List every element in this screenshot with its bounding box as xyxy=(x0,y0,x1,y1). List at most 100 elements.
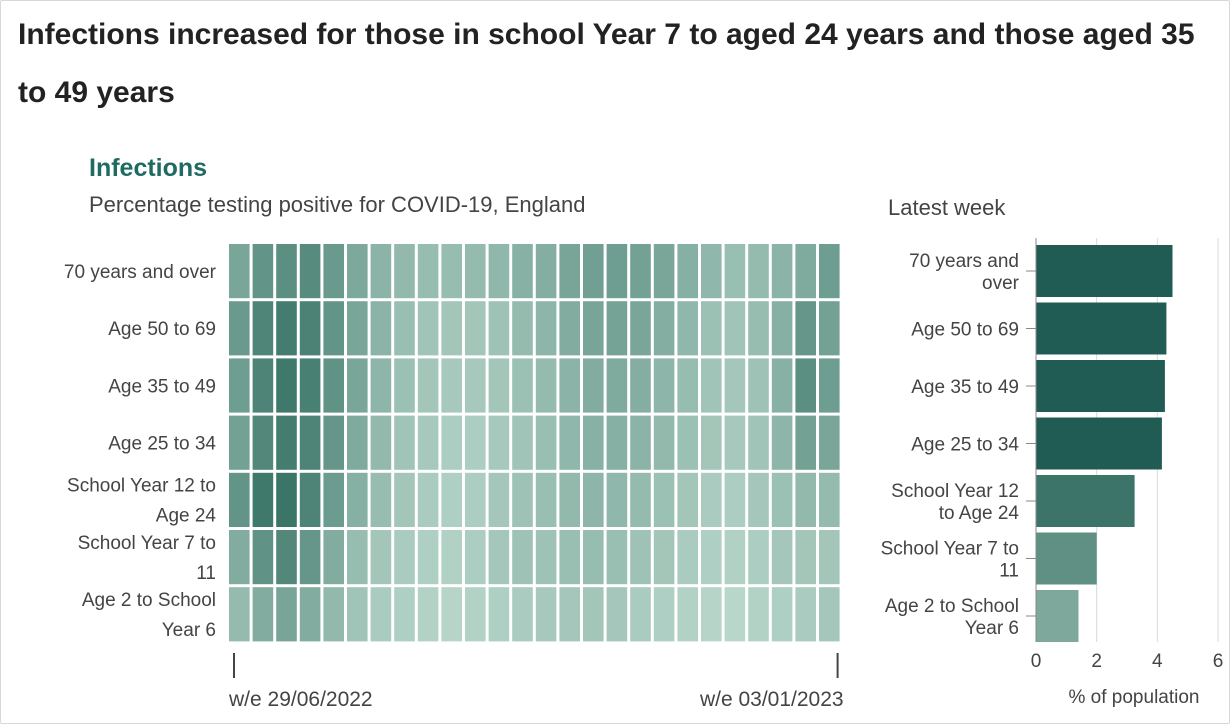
heatmap-cell xyxy=(653,244,675,299)
heatmap-cell xyxy=(748,244,769,299)
heatmap-cell xyxy=(370,358,392,413)
heatmap-cell xyxy=(276,301,297,356)
heatmap-cell xyxy=(347,244,368,299)
heatmap-cell xyxy=(559,587,580,642)
heatmap-cell xyxy=(229,301,250,356)
x-start-label: w/e 29/06/2022 xyxy=(228,688,373,711)
heatmap-cell xyxy=(394,244,415,299)
heatmap-cell xyxy=(771,472,793,527)
heatmap-cell xyxy=(583,587,604,642)
heatmap-cell xyxy=(701,472,722,527)
heatmap-row-label: School Year 7 to 11 xyxy=(78,533,216,584)
heatmap-cell xyxy=(512,530,533,585)
heatmap-cell xyxy=(606,415,628,470)
heatmap-cell xyxy=(819,415,840,470)
heatmap-cell xyxy=(465,358,486,413)
heatmap-cell xyxy=(394,530,415,585)
bar-category-label: Age 50 to 69 xyxy=(911,319,1019,340)
heatmap-cell xyxy=(630,301,651,356)
heatmap-row-label: Age 2 to School Year 6 xyxy=(82,590,216,641)
heatmap-cell xyxy=(417,301,439,356)
heatmap-cell xyxy=(370,472,392,527)
heatmap-cell xyxy=(441,472,462,527)
heatmap-cell xyxy=(748,415,769,470)
bar-category-label: 70 years and over xyxy=(909,251,1020,294)
heatmap-cell xyxy=(441,415,462,470)
bar-category-label: Age 35 to 49 xyxy=(911,377,1019,398)
heatmap-cell xyxy=(724,358,746,413)
heatmap-cell xyxy=(465,472,486,527)
heatmap-cell xyxy=(323,415,344,470)
heatmap-row-label: Age 25 to 34 xyxy=(108,434,216,455)
heatmap-cell xyxy=(771,587,793,642)
bar-x-tick-label: 6 xyxy=(1213,651,1224,672)
heatmap-cell xyxy=(630,358,651,413)
bar-category-label: School Year 12 to Age 24 xyxy=(891,481,1019,524)
heatmap-cell xyxy=(252,472,274,527)
heatmap-row-label: Age 50 to 69 xyxy=(108,319,216,340)
heatmap-cell xyxy=(701,244,722,299)
heatmap-cell xyxy=(465,415,486,470)
heatmap-cell xyxy=(347,472,368,527)
heatmap-cell xyxy=(559,530,580,585)
bar-x-tick-label: 0 xyxy=(1031,651,1042,672)
heatmap-cell xyxy=(819,472,840,527)
heatmap-cell xyxy=(512,301,533,356)
heatmap-cell xyxy=(465,301,486,356)
bar xyxy=(1036,475,1135,527)
heatmap-cell xyxy=(465,530,486,585)
heatmap-cell xyxy=(724,472,746,527)
heatmap-cell xyxy=(630,244,651,299)
heatmap-cell xyxy=(771,415,793,470)
bar xyxy=(1036,245,1173,297)
heatmap-cell xyxy=(653,587,675,642)
heatmap-cell xyxy=(559,472,580,527)
heatmap-cell xyxy=(347,358,368,413)
heatmap-cell xyxy=(606,244,628,299)
heatmap-cell xyxy=(724,415,746,470)
heatmap-cell xyxy=(229,530,250,585)
heatmap-cell xyxy=(819,244,840,299)
heatmap-cell xyxy=(795,244,816,299)
heatmap-cell xyxy=(677,358,698,413)
heatmap-cell xyxy=(394,358,415,413)
heatmap-row-label: School Year 12 to Age 24 xyxy=(67,476,216,527)
heatmap-cell xyxy=(677,301,698,356)
heatmap-cell xyxy=(229,244,250,299)
heatmap-cell xyxy=(417,415,439,470)
bar xyxy=(1036,532,1097,585)
heatmap-cell xyxy=(299,587,321,642)
heatmap-cell xyxy=(583,244,604,299)
headline: Infections increased for those in school… xyxy=(18,18,1195,109)
heatmap-cell xyxy=(394,301,415,356)
heatmap-cell xyxy=(252,530,274,585)
heatmap-cell xyxy=(724,301,746,356)
heatmap-cell xyxy=(512,244,533,299)
heatmap-cell xyxy=(252,301,274,356)
bar-category-label: School Year 7 to 11 xyxy=(881,538,1019,581)
heatmap-cell xyxy=(276,472,297,527)
heatmap-cell xyxy=(441,301,462,356)
heatmap-cell xyxy=(819,587,840,642)
heatmap-cell xyxy=(323,244,344,299)
heatmap-cell xyxy=(488,244,510,299)
heatmap-cell xyxy=(819,358,840,413)
heatmap-cell xyxy=(653,530,675,585)
heatmap-cell xyxy=(347,587,368,642)
bar-x-axis-label: % of population xyxy=(1069,687,1200,708)
heatmap-cell xyxy=(488,472,510,527)
heatmap-cell xyxy=(488,358,510,413)
heatmap-cell xyxy=(606,301,628,356)
heatmap-cell xyxy=(488,587,510,642)
heatmap-cell xyxy=(819,530,840,585)
heatmap-cell xyxy=(535,244,557,299)
heatmap-cell xyxy=(701,358,722,413)
heatmap-cell xyxy=(370,301,392,356)
heatmap-cell xyxy=(229,415,250,470)
heatmap-cell xyxy=(795,587,816,642)
heatmap-cell xyxy=(653,472,675,527)
heatmap-cell xyxy=(252,358,274,413)
heatmap-cell xyxy=(299,472,321,527)
heatmap-cell xyxy=(394,587,415,642)
heatmap-cell xyxy=(583,415,604,470)
